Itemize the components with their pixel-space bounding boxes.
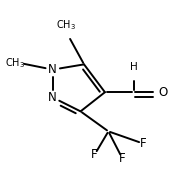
Text: CH$_3$: CH$_3$ [56, 18, 76, 32]
Text: H: H [130, 62, 138, 72]
Text: O: O [159, 86, 168, 99]
Text: N: N [48, 91, 57, 104]
Text: F: F [119, 152, 126, 165]
Text: F: F [140, 137, 147, 150]
Text: F: F [91, 148, 98, 161]
Text: N: N [48, 63, 57, 76]
Text: CH$_3$: CH$_3$ [5, 57, 25, 70]
